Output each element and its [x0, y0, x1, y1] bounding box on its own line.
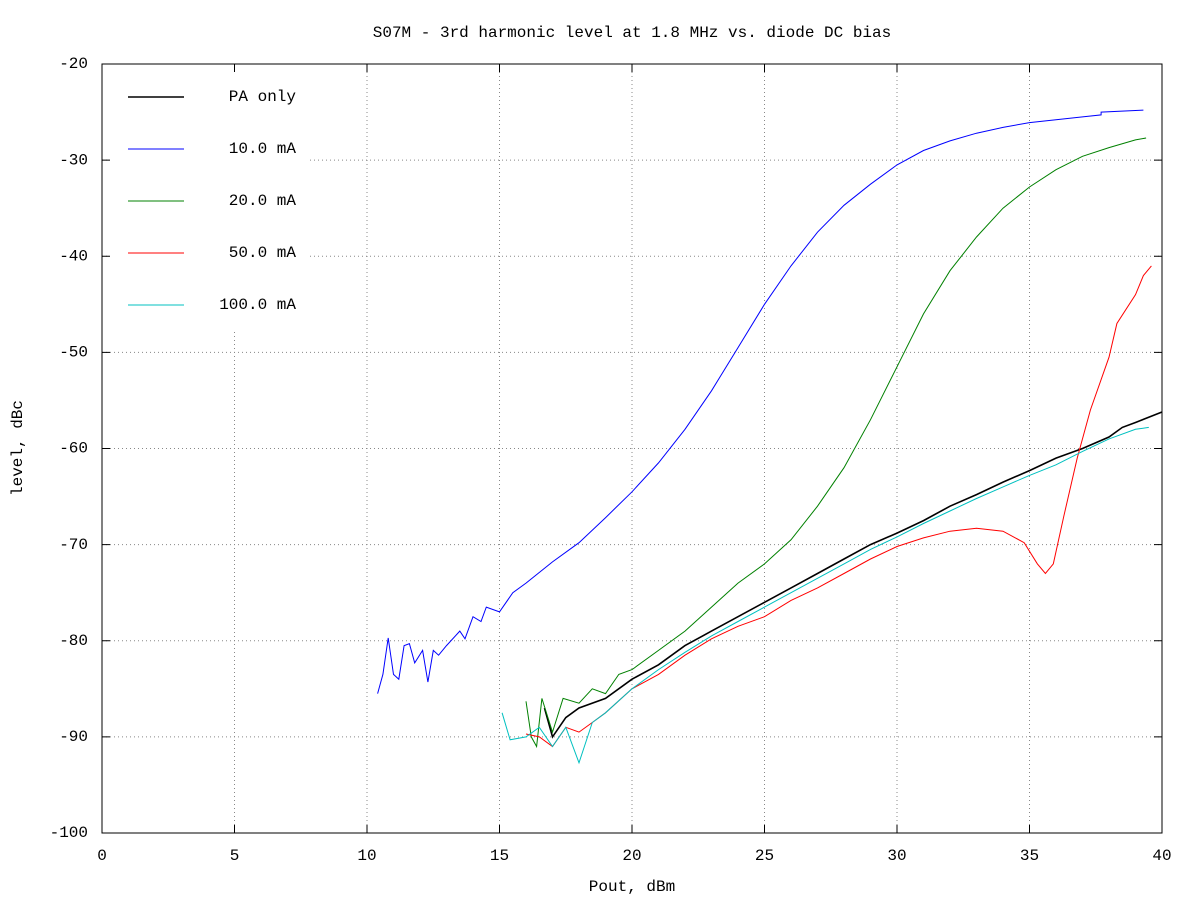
- y-tick-label: -50: [59, 344, 88, 362]
- x-tick-label: 40: [1152, 847, 1171, 865]
- series-line: [543, 411, 1163, 739]
- y-tick-label: -80: [59, 632, 88, 650]
- x-tick-label: 5: [230, 847, 240, 865]
- chart-title: S07M - 3rd harmonic level at 1.8 MHz vs.…: [373, 24, 891, 42]
- plot-frame: [101, 63, 1163, 834]
- x-tick-label: 0: [97, 847, 107, 865]
- y-tick-label: -100: [50, 824, 88, 842]
- x-tick-label: 30: [887, 847, 906, 865]
- x-tick-label: 10: [357, 847, 376, 865]
- x-tick-label: 35: [1020, 847, 1039, 865]
- y-tick-label: -70: [59, 536, 88, 554]
- y-tick-label: -20: [59, 55, 88, 73]
- y-tick-label: -90: [59, 728, 88, 746]
- y-tick-label: -30: [59, 151, 88, 169]
- series-line: [501, 426, 1149, 765]
- legend-label: 100.0 mA: [219, 296, 296, 314]
- y-axis-label: level, dBc: [9, 400, 27, 496]
- legend-label: 10.0 mA: [229, 140, 297, 158]
- y-tick-label: -60: [59, 440, 88, 458]
- x-tick-label: 15: [490, 847, 509, 865]
- x-tick-label: 20: [622, 847, 641, 865]
- legend-label: 20.0 mA: [229, 192, 297, 210]
- x-tick-label: 25: [755, 847, 774, 865]
- legend-label: 50.0 mA: [229, 244, 297, 262]
- legend-label: PA only: [229, 88, 297, 106]
- x-axis-label: Pout, dBm: [589, 878, 675, 896]
- series-line: [525, 137, 1147, 749]
- y-tick-label: -40: [59, 247, 88, 265]
- series-line: [377, 109, 1144, 694]
